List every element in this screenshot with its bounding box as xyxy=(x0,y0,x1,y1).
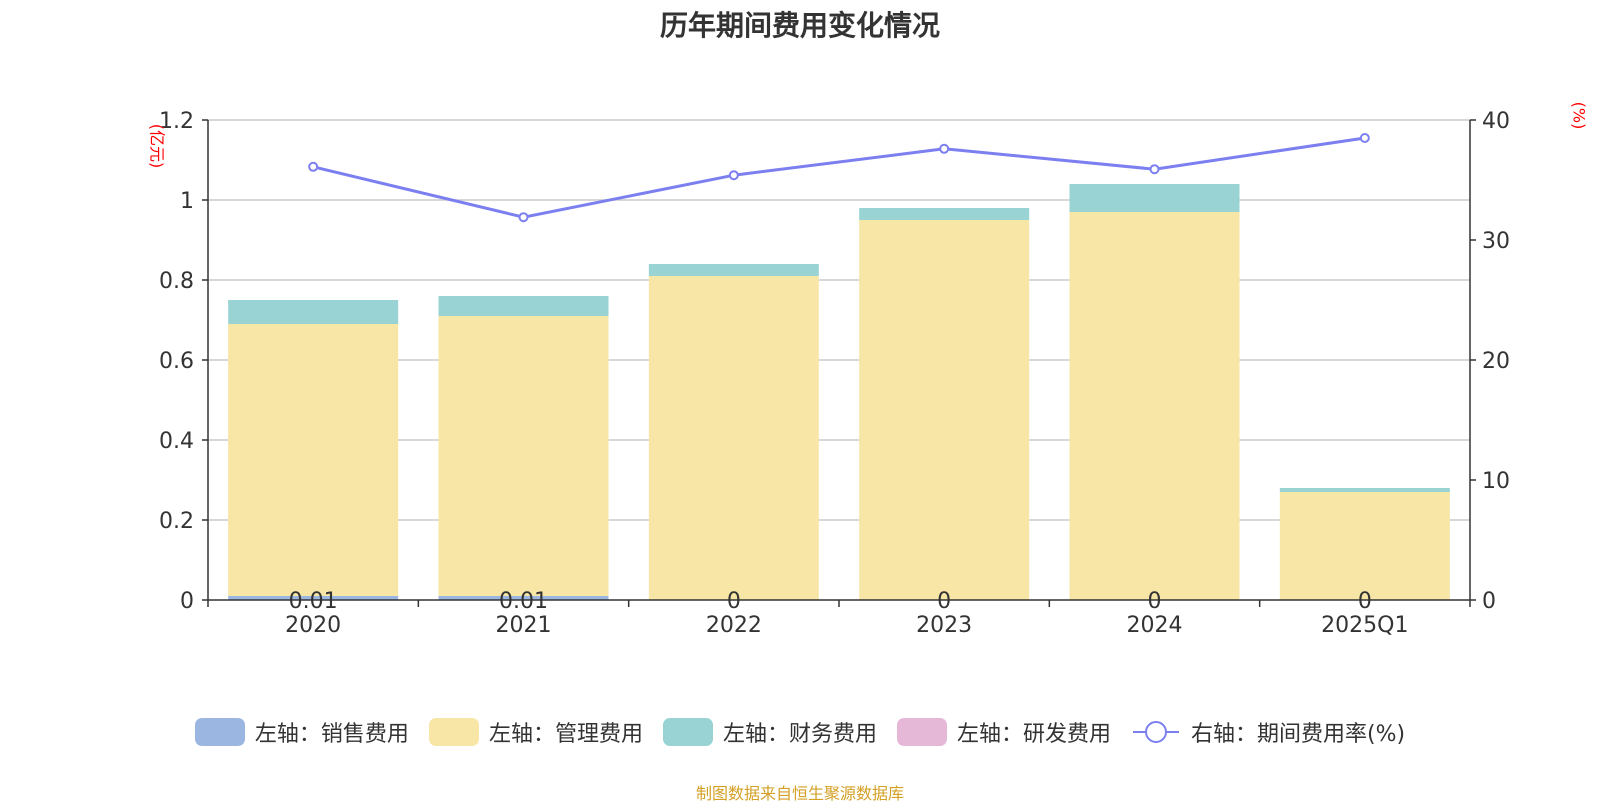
legend-label: 右轴：期间费用率(%) xyxy=(1190,722,1406,747)
x-tick-label: 2022 xyxy=(706,613,762,638)
bar-segment xyxy=(1279,492,1450,600)
bar-segment xyxy=(228,596,399,600)
x-tick-label: 2021 xyxy=(496,613,552,638)
rate-line xyxy=(312,136,1366,219)
legend-line-circle xyxy=(1144,721,1167,743)
x-tick-label: 2025Q1 xyxy=(1321,613,1408,638)
rate-point xyxy=(518,212,529,223)
bar-segment xyxy=(228,300,399,324)
left-tick-label: 0.6 xyxy=(159,349,194,374)
left-tick-label: 0.2 xyxy=(159,509,194,534)
left-tick-label: 1 xyxy=(180,189,194,214)
legend-swatch xyxy=(662,718,713,746)
bar-segment xyxy=(648,276,819,600)
rate-point xyxy=(728,170,739,181)
chart-title: 历年期间费用变化情况 xyxy=(659,9,940,42)
x-tick-label: 2024 xyxy=(1127,613,1183,638)
legend: 左轴：销售费用 左轴：管理费用 左轴：财务费用 左轴：研发费用 右轴：期间费用率(%) xyxy=(0,716,1600,748)
rate-point xyxy=(939,143,950,154)
bar-segment xyxy=(648,264,819,276)
legend-label: 左轴：管理费用 xyxy=(488,722,643,747)
right-tick-label: 30 xyxy=(1482,229,1510,254)
right-tick-label: 40 xyxy=(1482,109,1510,134)
legend-item[interactable]: 左轴：财务费用 xyxy=(662,716,877,748)
legend-item[interactable]: 左轴：研发费用 xyxy=(896,716,1111,748)
x-tick-label: 2023 xyxy=(916,613,972,638)
sales-value-label: 0 xyxy=(1148,589,1162,614)
bar-segment xyxy=(438,596,609,600)
rate-point xyxy=(1149,164,1160,175)
bar-segment xyxy=(1279,488,1450,492)
sales-value-label: 0.01 xyxy=(499,589,548,614)
left-tick-label: 0 xyxy=(180,589,194,614)
legend-swatch xyxy=(428,718,479,746)
legend-item[interactable]: 右轴：期间费用率(%) xyxy=(1131,716,1405,748)
right-tick-label: 20 xyxy=(1482,349,1510,374)
legend-line-marker-icon xyxy=(1132,721,1179,743)
left-axis-unit: (亿元) xyxy=(147,123,167,169)
bar-segment xyxy=(859,220,1030,600)
sales-value-label: 0 xyxy=(1358,589,1372,614)
bar-segment xyxy=(859,208,1030,220)
sales-value-label: 0 xyxy=(727,589,741,614)
bar-segment xyxy=(1069,212,1240,600)
legend-item[interactable]: 左轴：销售费用 xyxy=(194,716,409,748)
bar-segment xyxy=(228,324,399,596)
bar-segment xyxy=(438,296,609,316)
legend-item[interactable]: 左轴：管理费用 xyxy=(428,716,643,748)
legend-label: 左轴：财务费用 xyxy=(722,722,877,747)
left-tick-label: 0.4 xyxy=(159,429,194,454)
data-source-note: 制图数据来自恒生聚源数据库 xyxy=(695,784,904,803)
rate-point xyxy=(308,161,319,172)
left-tick-label: 1.2 xyxy=(159,109,194,134)
right-tick-label: 0 xyxy=(1482,589,1496,614)
rate-point xyxy=(1359,133,1370,143)
bar-segment xyxy=(1069,184,1240,212)
bar-segment xyxy=(438,316,609,596)
legend-label: 左轴：销售费用 xyxy=(254,722,409,747)
legend-swatch xyxy=(896,718,947,746)
x-tick-label: 2020 xyxy=(285,613,341,638)
sales-value-label: 0 xyxy=(937,589,951,614)
right-axis-unit: (%) xyxy=(1569,101,1589,130)
legend-label: 左轴：研发费用 xyxy=(956,722,1111,747)
left-tick-label: 0.8 xyxy=(159,269,194,294)
sales-value-label: 0.01 xyxy=(289,589,338,614)
right-tick-label: 10 xyxy=(1482,469,1510,494)
legend-swatch xyxy=(194,718,245,746)
